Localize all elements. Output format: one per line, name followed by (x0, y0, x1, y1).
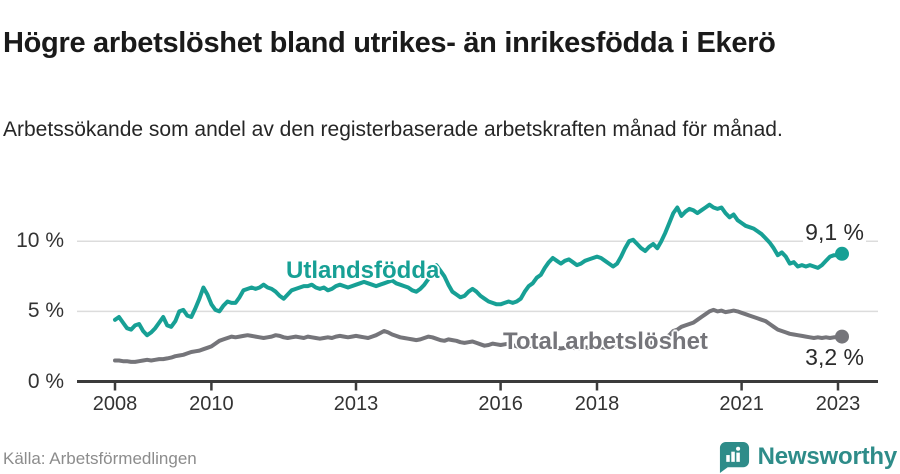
line-total-arbetsl-shet (113, 307, 844, 364)
end-point-dot (835, 329, 849, 344)
line-utlandsf-dda (113, 202, 844, 338)
end-point-dot (835, 246, 849, 261)
